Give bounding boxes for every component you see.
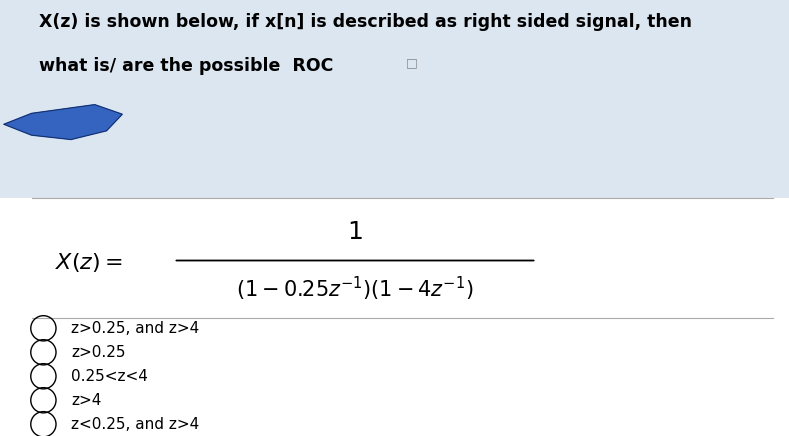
Text: $X(z) =$: $X(z) =$ (55, 251, 123, 274)
Text: z>0.25: z>0.25 (71, 345, 125, 360)
Text: X(z) is shown below, if x[n] is described as right sided signal, then: X(z) is shown below, if x[n] is describe… (39, 13, 693, 31)
Text: $(1-0.25z^{-1})(1-4z^{-1})$: $(1-0.25z^{-1})(1-4z^{-1})$ (237, 275, 473, 303)
Text: $1$: $1$ (347, 220, 363, 244)
Text: z>0.25, and z>4: z>0.25, and z>4 (71, 321, 200, 336)
Text: 0.25<z<4: 0.25<z<4 (71, 369, 148, 384)
FancyBboxPatch shape (0, 0, 789, 198)
Text: □: □ (406, 57, 418, 70)
FancyBboxPatch shape (0, 198, 789, 318)
Text: what is/ are the possible  ROC: what is/ are the possible ROC (39, 57, 334, 75)
Text: z<0.25, and z>4: z<0.25, and z>4 (71, 417, 200, 432)
Text: z>4: z>4 (71, 393, 101, 408)
Polygon shape (4, 105, 122, 140)
